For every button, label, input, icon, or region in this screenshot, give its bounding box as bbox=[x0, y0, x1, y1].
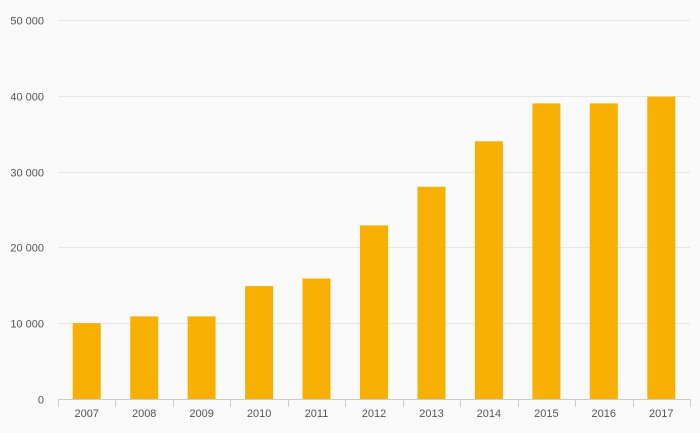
y-tick-label: 0 bbox=[38, 395, 44, 407]
y-tick-label: 30 000 bbox=[10, 168, 44, 180]
x-tick-label: 2010 bbox=[247, 408, 271, 420]
bar-2009 bbox=[187, 316, 216, 399]
x-tick-label: 2014 bbox=[477, 408, 501, 420]
x-axis-tick-labels: 2007 2008 2009 2010 2011 2012 2013 2014 2015 2016… bbox=[74, 408, 673, 420]
x-tick-label: 2013 bbox=[419, 408, 443, 420]
bar-2016 bbox=[589, 103, 618, 400]
x-tick-label: 2016 bbox=[592, 408, 616, 420]
bar-2013 bbox=[417, 186, 446, 399]
x-tick-label: 2008 bbox=[132, 408, 156, 420]
y-tick-label: 10 000 bbox=[10, 319, 44, 331]
bars bbox=[72, 96, 676, 400]
bar-2008 bbox=[130, 316, 159, 399]
x-tick-label: 2015 bbox=[534, 408, 558, 420]
y-tick-label: 20 000 bbox=[10, 243, 44, 255]
x-tick-label: 2009 bbox=[189, 408, 213, 420]
grid-lines bbox=[58, 20, 690, 324]
bar-2017 bbox=[647, 96, 676, 399]
x-axis bbox=[58, 399, 691, 407]
y-tick-label: 40 000 bbox=[10, 92, 44, 104]
x-tick-label: 2012 bbox=[362, 408, 386, 420]
bar-2015 bbox=[532, 103, 561, 400]
bar-2012 bbox=[360, 225, 388, 399]
bar-2007 bbox=[72, 323, 101, 399]
x-tick-label: 2007 bbox=[74, 408, 98, 420]
bar-2011 bbox=[302, 278, 331, 399]
bar-2010 bbox=[245, 286, 274, 399]
x-tick-label: 2017 bbox=[649, 408, 673, 420]
y-tick-label: 50 000 bbox=[10, 16, 44, 28]
y-axis-tick-labels: 0 10 000 20 000 30 000 40 000 50 000 bbox=[10, 16, 44, 407]
bar-2014 bbox=[474, 141, 503, 400]
x-tick-label: 2011 bbox=[305, 408, 329, 420]
